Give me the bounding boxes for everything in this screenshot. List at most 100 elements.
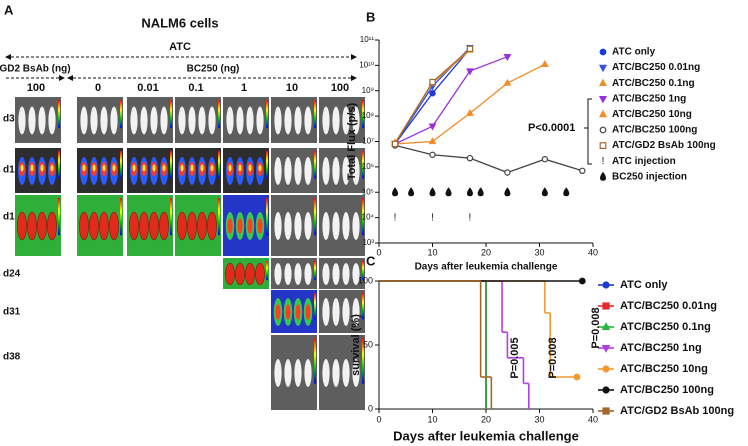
mouse [80, 106, 88, 135]
mouse [332, 106, 340, 135]
bracket [584, 98, 592, 165]
event-marker: ! [394, 212, 397, 223]
marker [602, 386, 610, 394]
signal [92, 164, 96, 172]
legend-symbol: ! [602, 156, 605, 167]
mouse [342, 263, 350, 285]
marker [391, 140, 399, 148]
color-scale [120, 100, 122, 129]
signal [190, 164, 194, 172]
legend-label: ATC/BC250 0.1ng [612, 78, 695, 89]
x-tick-label: 30 [534, 247, 544, 257]
marker [428, 123, 437, 131]
mouse [159, 211, 169, 241]
mouse [342, 359, 350, 387]
mouse [352, 157, 360, 185]
mouse [342, 106, 350, 135]
color-scale [218, 151, 220, 179]
signal [112, 164, 116, 172]
mouse [28, 106, 36, 135]
x-tick-label: 40 [588, 247, 598, 257]
row-label: d38 [3, 352, 21, 363]
y-tick-label: 10¹¹ [360, 35, 375, 44]
panel-label: C [366, 253, 376, 268]
x-tick-label: 40 [588, 414, 598, 424]
annotation: P=0.005 [509, 337, 521, 378]
color-scale [218, 100, 220, 129]
marker [573, 373, 581, 381]
event-marker [392, 187, 399, 197]
color-scale [362, 338, 364, 384]
y-tick-label: 0 [368, 403, 373, 413]
event-marker [429, 187, 436, 197]
signal [238, 164, 242, 172]
marker [504, 169, 511, 176]
signal [228, 164, 232, 172]
signal [162, 164, 166, 172]
mouse [274, 263, 282, 285]
panel-label: B [366, 9, 375, 24]
y-tick-label: 10⁵ [362, 187, 374, 196]
series-line [394, 56, 508, 145]
row-label: d24 [3, 269, 21, 280]
y-tick-label: 100 [358, 275, 373, 285]
mouse [332, 157, 340, 185]
mouse [235, 262, 245, 286]
x-tick-label: 10 [427, 247, 437, 257]
color-scale [120, 151, 122, 179]
color-scale [266, 198, 268, 236]
marker [601, 322, 611, 330]
color-scale [266, 151, 268, 179]
mouse [99, 211, 109, 241]
color-scale [314, 338, 316, 384]
group-label: GD2 BsAb (ng) [0, 64, 71, 75]
color-scale [362, 261, 364, 281]
mouse [274, 212, 282, 240]
mouse [274, 359, 282, 387]
mouse [38, 106, 46, 135]
event-marker [563, 187, 570, 197]
signal [200, 164, 204, 172]
y-tick-label: 10³ [362, 238, 374, 247]
event-marker: ! [431, 212, 434, 223]
color-scale [362, 293, 364, 320]
mouse [177, 211, 187, 241]
header: ATC [169, 41, 191, 53]
mouse [48, 106, 56, 135]
color-scale [218, 198, 220, 236]
legend-label: ATC/BC250 0.01ng [620, 300, 717, 312]
color-scale [58, 198, 60, 236]
y-tick-label: 10⁹ [362, 86, 374, 95]
legend-label: ATC injection [612, 156, 676, 167]
mouse [332, 212, 340, 240]
mouse [332, 298, 340, 326]
mouse [274, 157, 282, 185]
signal [82, 164, 86, 172]
signal [210, 164, 214, 172]
row-label: d3 [3, 114, 15, 125]
color-scale [170, 100, 172, 129]
mouse [332, 263, 340, 285]
mouse [225, 262, 235, 286]
mouse [89, 211, 99, 241]
x-tick-label: 20 [481, 247, 491, 257]
signal [180, 164, 184, 172]
marker [466, 45, 474, 52]
legend-label: ATC/BC250 1ng [620, 342, 702, 354]
annotation: P=0.008 [590, 307, 602, 348]
mouse [342, 157, 350, 185]
marker [598, 109, 608, 118]
marker [503, 78, 512, 86]
y-tick-label: 10⁸ [362, 111, 374, 120]
marker [466, 108, 474, 116]
mouse [294, 263, 302, 285]
mouse [322, 212, 330, 240]
mouse [27, 211, 37, 241]
legend-label: ATC/BC250 0.01ng [612, 62, 700, 73]
mouse [187, 211, 197, 241]
series-line [394, 144, 583, 174]
mouse [255, 262, 265, 286]
mouse [90, 106, 98, 135]
annotation: P<0.0001 [528, 122, 575, 134]
mouse [100, 106, 108, 135]
